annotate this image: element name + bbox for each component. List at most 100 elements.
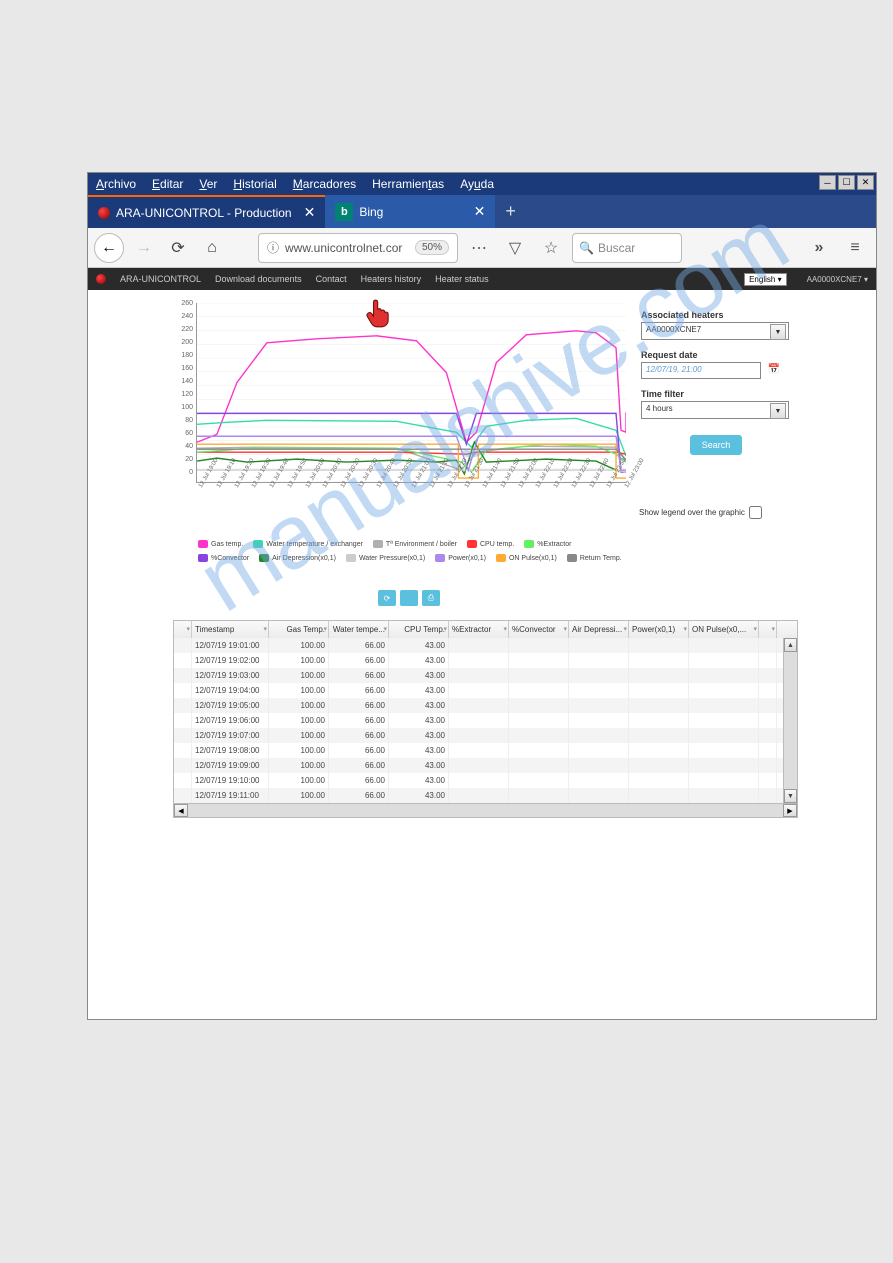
column-header[interactable]: Gas Temp. xyxy=(269,621,329,638)
close-window-button[interactable]: ✕ xyxy=(857,175,874,190)
legend-checkbox[interactable] xyxy=(749,506,762,519)
request-date-label: Request date xyxy=(641,350,791,360)
search-button[interactable]: Search xyxy=(690,435,743,455)
tab-close-icon[interactable]: ✕ xyxy=(304,204,316,221)
nav-heater-status[interactable]: Heater status xyxy=(435,274,489,284)
tab-label: Bing xyxy=(359,205,383,219)
legend-checkbox-label: Show legend over the graphic xyxy=(639,508,745,517)
app-brand: ARA-UNICONTROL xyxy=(120,274,201,284)
menubar: Archivo Editar Ver Historial Marcadores … xyxy=(88,173,876,195)
menu-marcadores[interactable]: Marcadores xyxy=(293,177,356,191)
tab-bing[interactable]: b Bing ✕ xyxy=(325,195,495,228)
app-navbar: ARA-UNICONTROL Download documents Contac… xyxy=(88,268,876,290)
tab-ara-unicontrol[interactable]: ARA-UNICONTROL - Production ✕ xyxy=(88,195,325,228)
column-header[interactable] xyxy=(174,621,192,638)
tab-label: ARA-UNICONTROL - Production xyxy=(116,206,292,220)
maximize-button[interactable]: ☐ xyxy=(838,175,855,190)
language-select[interactable]: English ▾ xyxy=(744,273,787,286)
menu-archivo[interactable]: Archivo xyxy=(96,177,136,191)
time-filter-label: Time filter xyxy=(641,389,791,399)
scroll-right-icon[interactable]: ▶ xyxy=(783,804,797,817)
tool-button-3[interactable]: ⎙ xyxy=(422,590,440,606)
pointer-hand-icon xyxy=(363,296,391,328)
table-row[interactable]: 12/07/19 19:05:00100.0066.0043.00 xyxy=(174,698,797,713)
account-menu[interactable]: AA0000XCNE7 ▾ xyxy=(807,275,868,284)
legend-checkbox-row: Show legend over the graphic xyxy=(639,506,809,519)
side-panel: Associated heaters AA0000XCNE7 Request d… xyxy=(641,310,791,455)
horizontal-scrollbar[interactable]: ◀ ▶ xyxy=(174,803,797,817)
bookmark-icon[interactable]: ☆ xyxy=(536,233,566,263)
address-bar: ← → ⟳ ⌂ ⓘ www.unicontrolnet.cor 50% ⋯ ▽ … xyxy=(88,228,876,268)
chart-yaxis: 260240220200180160140120100806040200 xyxy=(173,300,193,482)
tool-button-2[interactable] xyxy=(400,590,418,606)
refresh-chart-button[interactable]: ⟳ xyxy=(378,590,396,606)
table-row[interactable]: 12/07/19 19:04:00100.0066.0043.00 xyxy=(174,683,797,698)
column-header[interactable]: CPU Temp. xyxy=(389,621,449,638)
chart-legend: Gas temp.Water temperature / exchangerTª… xyxy=(198,540,628,562)
back-button[interactable]: ← xyxy=(94,233,124,263)
browser-window: Archivo Editar Ver Historial Marcadores … xyxy=(87,172,877,1020)
nav-download[interactable]: Download documents xyxy=(215,274,302,284)
home-button[interactable]: ⌂ xyxy=(198,234,226,262)
request-date-input[interactable]: 12/07/19, 21:00 xyxy=(641,362,761,379)
app-logo-icon xyxy=(96,274,106,284)
new-tab-button[interactable]: + xyxy=(495,201,526,222)
table-row[interactable]: 12/07/19 19:11:00100.0066.0043.00 xyxy=(174,788,797,803)
bing-icon: b xyxy=(335,203,353,221)
tab-favicon-icon xyxy=(98,207,110,219)
table-row[interactable]: 12/07/19 19:06:00100.0066.0043.00 xyxy=(174,713,797,728)
table-row[interactable]: 12/07/19 19:01:00100.0066.0043.00 xyxy=(174,638,797,653)
chart-plot xyxy=(196,303,626,483)
nav-contact[interactable]: Contact xyxy=(316,274,347,284)
menu-ver[interactable]: Ver xyxy=(199,177,217,191)
menu-historial[interactable]: Historial xyxy=(233,177,276,191)
column-header[interactable]: Air Depressi... xyxy=(569,621,629,638)
table-row[interactable]: 12/07/19 19:08:00100.0066.0043.00 xyxy=(174,743,797,758)
table-body: ▲ ▼ 12/07/19 19:01:00100.0066.0043.0012/… xyxy=(174,638,797,803)
search-placeholder: Buscar xyxy=(598,241,635,255)
calendar-icon[interactable]: 📅 xyxy=(768,364,780,375)
associated-heaters-select[interactable]: AA0000XCNE7 xyxy=(641,322,789,340)
zoom-chip[interactable]: 50% xyxy=(415,240,449,255)
time-filter-select[interactable]: 4 hours xyxy=(641,401,789,419)
column-header[interactable]: Power(x0,1) xyxy=(629,621,689,638)
hamburger-icon[interactable]: ≡ xyxy=(840,233,870,263)
scroll-down-icon[interactable]: ▼ xyxy=(784,789,797,803)
table-row[interactable]: 12/07/19 19:07:00100.0066.0043.00 xyxy=(174,728,797,743)
table-row[interactable]: 12/07/19 19:10:00100.0066.0043.00 xyxy=(174,773,797,788)
associated-heaters-label: Associated heaters xyxy=(641,310,791,320)
pocket-icon[interactable]: ▽ xyxy=(500,233,530,263)
reload-button[interactable]: ⟳ xyxy=(164,234,192,262)
info-icon: ⓘ xyxy=(267,239,279,256)
scroll-up-icon[interactable]: ▲ xyxy=(784,638,797,652)
column-header[interactable]: Water tempe... xyxy=(329,621,389,638)
menu-editar[interactable]: Editar xyxy=(152,177,183,191)
search-input[interactable]: 🔍 Buscar xyxy=(572,233,682,263)
data-table: TimestampGas Temp.Water tempe...CPU Temp… xyxy=(173,620,798,818)
chart-xaxis: 12 Jul 19:0012 Jul 19:1012 Jul 19:2012 J… xyxy=(198,486,628,492)
table-row[interactable]: 12/07/19 19:09:00100.0066.0043.00 xyxy=(174,758,797,773)
minimize-button[interactable]: ─ xyxy=(819,175,836,190)
table-row[interactable]: 12/07/19 19:02:00100.0066.0043.00 xyxy=(174,653,797,668)
column-header[interactable] xyxy=(759,621,777,638)
menu-ayuda[interactable]: Ayuda xyxy=(460,177,494,191)
overflow-icon[interactable]: » xyxy=(804,233,834,263)
url-input[interactable]: ⓘ www.unicontrolnet.cor 50% xyxy=(258,233,458,263)
scroll-left-icon[interactable]: ◀ xyxy=(174,804,188,817)
nav-heaters-history[interactable]: Heaters history xyxy=(361,274,422,284)
menu-herramientas[interactable]: Herramientas xyxy=(372,177,444,191)
table-header: TimestampGas Temp.Water tempe...CPU Temp… xyxy=(174,621,797,638)
tab-bar: ARA-UNICONTROL - Production ✕ b Bing ✕ + xyxy=(88,195,876,228)
column-header[interactable]: %Convector xyxy=(509,621,569,638)
more-icon[interactable]: ⋯ xyxy=(464,233,494,263)
chart-toolbar: ⟳ ⎙ xyxy=(378,590,440,606)
url-text: www.unicontrolnet.cor xyxy=(285,241,402,255)
vertical-scrollbar[interactable]: ▲ ▼ xyxy=(783,638,797,803)
search-icon: 🔍 xyxy=(579,241,594,255)
forward-button[interactable]: → xyxy=(130,234,158,262)
tab-close-icon[interactable]: ✕ xyxy=(474,203,486,220)
column-header[interactable]: %Extractor xyxy=(449,621,509,638)
column-header[interactable]: ON Pulse(x0,... xyxy=(689,621,759,638)
column-header[interactable]: Timestamp xyxy=(192,621,269,638)
table-row[interactable]: 12/07/19 19:03:00100.0066.0043.00 xyxy=(174,668,797,683)
